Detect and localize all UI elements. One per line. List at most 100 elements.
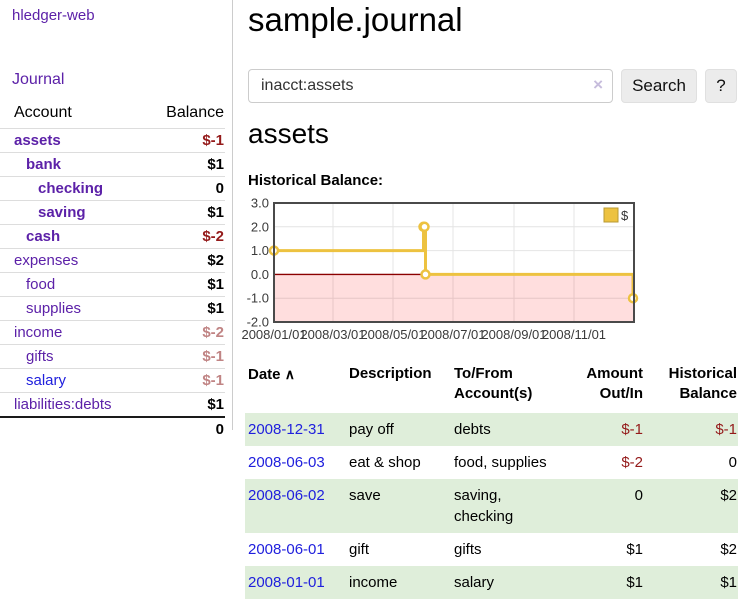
account-balance: $1 [147, 152, 225, 177]
account-row-supplies: supplies $1 [0, 296, 225, 321]
column-header-historical: Historical Balance [644, 360, 738, 413]
transaction-description: income [349, 574, 398, 591]
transaction-description: eat & shop [349, 454, 421, 471]
account-row-food: food $1 [0, 272, 225, 297]
search-form: × Search ? [248, 69, 737, 103]
transaction-date-link[interactable]: 2008-06-01 [248, 541, 325, 558]
svg-text:2008/03/01: 2008/03/01 [300, 327, 365, 342]
accounts-table: Account Balance assets $-1 bank $1 checkin… [0, 102, 225, 441]
account-row-expenses: expenses $2 [0, 248, 225, 273]
column-header-date[interactable]: Date ∧ [245, 360, 346, 413]
transaction-row: 2008-01-01 income salary $1 $1 [245, 566, 738, 599]
account-balance: 0 [147, 176, 225, 201]
transaction-historical-balance: $2 [720, 487, 737, 504]
search-button[interactable]: Search [621, 69, 697, 103]
svg-text:2.0: 2.0 [251, 219, 269, 234]
account-link-food[interactable]: food [26, 276, 56, 293]
transaction-date-link[interactable]: 2008-06-03 [248, 454, 325, 471]
account-link-saving[interactable]: saving [38, 204, 86, 221]
account-balance: $-2 [147, 320, 225, 345]
svg-text:2008/07/01: 2008/07/01 [420, 327, 485, 342]
clear-search-icon[interactable]: × [593, 75, 603, 94]
date-header-label: Date [248, 366, 281, 383]
svg-text:2008/01/01: 2008/01/01 [241, 327, 306, 342]
column-header-amount: Amount Out/In [563, 360, 644, 413]
account-balance: $-1 [147, 128, 225, 153]
app-title-link[interactable]: hledger-web [12, 7, 95, 24]
account-link-income[interactable]: income [14, 324, 63, 341]
account-link-bank[interactable]: bank [26, 156, 62, 173]
transaction-date-link[interactable]: 2008-01-01 [248, 574, 325, 591]
account-link-salary[interactable]: salary [26, 372, 67, 389]
transaction-historical-balance: $2 [720, 541, 737, 558]
account-balance: $-1 [147, 344, 225, 369]
search-input-wrap: × [248, 69, 613, 103]
accounts-header-balance: Balance [166, 104, 224, 121]
page-title: sample.journal [248, 1, 463, 38]
account-row-saving: saving $1 [0, 200, 225, 225]
transaction-amount: $1 [626, 541, 643, 558]
sidebar-item-journal[interactable]: Journal [12, 71, 65, 88]
svg-text:$: $ [621, 208, 629, 223]
account-balance: $1 [147, 296, 225, 321]
transaction-accounts: food, supplies [454, 454, 547, 471]
transaction-accounts: debts [454, 421, 491, 438]
svg-text:2008/05/01: 2008/05/01 [360, 327, 425, 342]
svg-text:1.0: 1.0 [251, 243, 269, 258]
account-balance: $2 [147, 248, 225, 273]
account-link-cash[interactable]: cash [26, 228, 61, 245]
column-header-description: Description [346, 360, 451, 413]
transaction-accounts: saving, checking [454, 487, 514, 525]
svg-text:-1.0: -1.0 [247, 291, 269, 306]
account-row-bank: bank $1 [0, 152, 225, 177]
account-link-gifts[interactable]: gifts [26, 348, 54, 365]
transaction-amount: 0 [634, 487, 643, 504]
account-link-expenses[interactable]: expenses [14, 252, 79, 269]
account-link-checking[interactable]: checking [38, 180, 104, 197]
transaction-description: save [349, 487, 381, 504]
account-balance: $1 [147, 272, 225, 297]
transaction-row: 2008-06-02 save saving, checking 0 $2 [245, 479, 738, 533]
transaction-row: 2008-06-03 eat & shop food, supplies $-2… [245, 446, 738, 479]
account-balance: $-2 [147, 224, 225, 249]
account-link-supplies[interactable]: supplies [26, 300, 82, 317]
chart-title: Historical Balance: [248, 172, 384, 189]
transaction-amount: $-1 [621, 421, 643, 438]
account-balance: $1 [147, 200, 225, 225]
transaction-historical-balance: $1 [720, 574, 737, 591]
transaction-historical-balance: 0 [728, 454, 737, 471]
accounts-header-account: Account [14, 104, 72, 121]
account-balance: $1 [147, 392, 225, 417]
account-heading: assets [248, 118, 329, 149]
transaction-description: pay off [349, 421, 394, 438]
account-row-income: income $-2 [0, 320, 225, 345]
transaction-accounts: gifts [454, 541, 482, 558]
account-link-assets[interactable]: assets [14, 132, 61, 149]
svg-text:0.0: 0.0 [251, 267, 269, 282]
transaction-amount: $-2 [621, 454, 643, 471]
transaction-description: gift [349, 541, 370, 558]
account-row-salary: salary $-1 [0, 368, 225, 393]
register-table: Date ∧ Description To/From Account(s) Amo… [245, 360, 738, 599]
accounts-total-value: 0 [147, 416, 225, 441]
transaction-date-link[interactable]: 2008-06-02 [248, 487, 325, 504]
account-row-assets: assets $-1 [0, 128, 225, 153]
transaction-accounts: salary [454, 574, 495, 591]
transaction-row: 2008-12-31 pay off debts $-1 $-1 [245, 413, 738, 446]
sidebar: hledger-web Journal Account Balance asse… [0, 0, 233, 441]
account-link-liabilities-debts[interactable]: liabilities:debts [14, 396, 112, 413]
column-header-tofrom: To/From Account(s) [451, 360, 563, 413]
search-input[interactable] [248, 69, 613, 103]
main-content: sample.journal × Search ? assets Histori… [241, 0, 742, 599]
accounts-total-row: 0 [0, 416, 225, 441]
account-row-cash: cash $-2 [0, 224, 225, 249]
svg-text:2008/11/01: 2008/11/01 [542, 327, 606, 342]
help-button[interactable]: ? [705, 69, 737, 103]
sort-ascending-icon: ∧ [284, 366, 295, 382]
svg-text:3.0: 3.0 [251, 197, 269, 211]
account-row-liabilities-debts: liabilities:debts $1 [0, 392, 225, 417]
account-row-checking: checking 0 [0, 176, 225, 201]
account-row-gifts: gifts $-1 [0, 344, 225, 369]
transaction-amount: $1 [626, 574, 643, 591]
transaction-date-link[interactable]: 2008-12-31 [248, 421, 325, 438]
